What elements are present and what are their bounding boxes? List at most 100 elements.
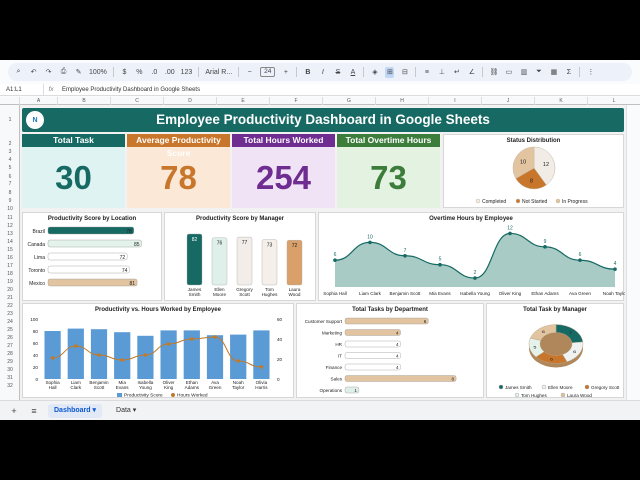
functions-icon[interactable]: Σ	[566, 68, 572, 76]
row-header-cell[interactable]: 22	[7, 303, 13, 309]
column-header-cell[interactable]: G	[323, 97, 376, 105]
overtime-hours-chart[interactable]: Overtime Hours by Employee 6 Sophia Hall 1…	[318, 212, 628, 301]
zoom-select[interactable]: 100%	[89, 68, 107, 76]
decrease-decimal-button[interactable]: .0	[151, 68, 158, 76]
currency-format-button[interactable]: $	[122, 68, 127, 76]
bar[interactable]	[47, 278, 138, 287]
row-header-cell[interactable]: 16	[7, 255, 13, 261]
pie-slice[interactable]	[512, 146, 535, 179]
row-header-cell[interactable]: 1	[8, 117, 12, 123]
data-point[interactable]	[190, 337, 194, 341]
data-point[interactable]	[333, 258, 337, 263]
row-header-cell[interactable]: 3	[8, 149, 12, 155]
horizontal-align-icon[interactable]: ≡	[424, 68, 429, 76]
row-header-cell[interactable]: 32	[7, 383, 13, 389]
tab-data[interactable]: Data ▾	[110, 404, 142, 418]
row-header-cell[interactable]: 9	[8, 198, 12, 204]
font-family-select[interactable]: Arial R...	[205, 68, 233, 76]
data-point[interactable]	[213, 335, 217, 339]
bold-icon[interactable]: B	[305, 68, 311, 76]
data-point[interactable]	[403, 253, 407, 258]
row-header-cell[interactable]: 5	[8, 165, 12, 171]
row-header-cell[interactable]: 10	[7, 206, 13, 212]
row-header-cell[interactable]: 20	[7, 287, 13, 293]
paint-format-icon[interactable]: ✎	[75, 69, 82, 76]
row-header-cell[interactable]: 23	[7, 311, 13, 317]
row-header-cell[interactable]: 31	[7, 375, 13, 381]
bar[interactable]	[236, 236, 253, 286]
redo-icon[interactable]: ↷	[45, 69, 52, 76]
data-point[interactable]	[543, 245, 547, 249]
data-point[interactable]	[120, 358, 124, 362]
dashboard-sheet[interactable]: Employee Productivity Dashboard in Googl…	[20, 105, 628, 400]
bar[interactable]	[344, 340, 401, 348]
data-point[interactable]	[508, 231, 512, 236]
bar[interactable]	[67, 328, 84, 379]
add-sheet-button[interactable]: +	[11, 405, 17, 416]
bar[interactable]	[183, 330, 200, 379]
column-header-cell[interactable]: C	[111, 97, 164, 105]
vertical-scrollbar[interactable]	[626, 105, 640, 400]
column-header-cell[interactable]: F	[270, 97, 323, 105]
data-point[interactable]	[438, 262, 442, 267]
bar[interactable]	[344, 317, 429, 325]
row-header-cell[interactable]: 27	[7, 343, 13, 349]
pie-slice[interactable]	[533, 146, 556, 186]
font-size-increase-button[interactable]: +	[283, 68, 288, 76]
column-header-cell[interactable]: L	[588, 97, 640, 105]
row-header-cell[interactable]: 29	[7, 359, 13, 365]
bar[interactable]	[286, 240, 303, 286]
column-header-cell[interactable]: A	[20, 97, 58, 105]
bar[interactable]	[114, 332, 131, 379]
row-header-cell[interactable]: 26	[7, 335, 13, 341]
chevron-down-icon[interactable]: ▾	[132, 406, 137, 414]
strikethrough-icon[interactable]: S	[335, 68, 341, 76]
bar[interactable]	[186, 233, 203, 286]
row-header-cell[interactable]: 4	[8, 157, 12, 163]
data-point[interactable]	[613, 267, 617, 271]
data-point[interactable]	[166, 342, 171, 346]
tasks-by-department-chart[interactable]: Total Tasks by Department Customer Suppo…	[296, 303, 484, 398]
search-menus-icon[interactable]: ⌕	[16, 68, 21, 75]
name-box[interactable]: A1:L1	[0, 84, 44, 95]
column-header-cell[interactable]: I	[429, 97, 482, 105]
insert-chart-icon[interactable]: ▥	[520, 69, 528, 76]
donut-slice[interactable]	[530, 324, 557, 341]
bar[interactable]	[47, 226, 135, 235]
bar[interactable]	[47, 252, 128, 261]
merge-cells-icon[interactable]: ⊟	[401, 69, 408, 76]
data-point[interactable]	[50, 356, 55, 360]
bar[interactable]	[47, 265, 130, 274]
filter-views-icon[interactable]: ▦	[550, 69, 558, 76]
bar[interactable]	[230, 334, 247, 379]
chevron-down-icon[interactable]: ▾	[92, 406, 97, 414]
row-header-cell[interactable]: 8	[8, 190, 12, 196]
text-rotation-icon[interactable]: ∠	[468, 69, 476, 76]
borders-icon[interactable]: ⊞	[385, 66, 395, 78]
row-header-cell[interactable]: 13	[7, 231, 13, 237]
font-size-input[interactable]: 24	[260, 67, 276, 77]
text-color-icon[interactable]: A	[350, 68, 356, 76]
row-header-cell[interactable]: 25	[7, 327, 13, 333]
font-size-decrease-button[interactable]: −	[247, 68, 252, 76]
bar[interactable]	[344, 363, 401, 371]
bar[interactable]	[44, 331, 61, 379]
vertical-align-icon[interactable]: ⊥	[438, 69, 445, 76]
data-point[interactable]	[473, 276, 477, 280]
insert-link-icon[interactable]: ⛓	[489, 69, 499, 76]
percent-format-button[interactable]: %	[136, 68, 143, 76]
row-header-cell[interactable]: 30	[7, 367, 13, 373]
row-header-cell[interactable]: 6	[8, 174, 12, 180]
column-header-cell[interactable]: E	[217, 97, 270, 105]
insert-comment-icon[interactable]: ▭	[505, 69, 513, 76]
column-header-cell[interactable]: K	[535, 97, 588, 105]
bar[interactable]	[261, 239, 278, 286]
data-point[interactable]	[236, 359, 240, 363]
more-options-icon[interactable]: ⋮	[587, 69, 595, 76]
row-header-cell[interactable]: 28	[7, 351, 13, 357]
status-distribution-chart[interactable]: Status Distribution 12 8 10 Completed Not St…	[443, 134, 624, 208]
row-header-cell[interactable]: 15	[7, 247, 13, 253]
row-header-cell[interactable]: 24	[7, 319, 13, 325]
row-header-cell[interactable]: 12	[7, 223, 13, 229]
increase-decimal-button[interactable]: .00	[164, 68, 175, 76]
